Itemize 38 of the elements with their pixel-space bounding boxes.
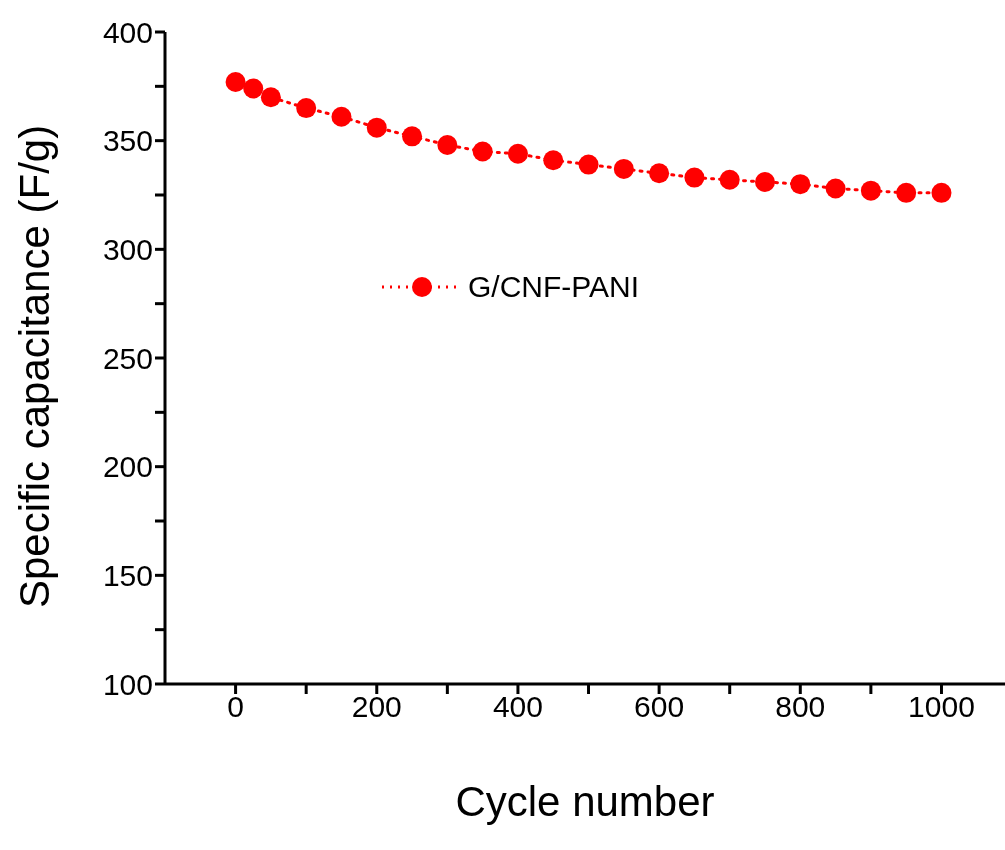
point — [437, 135, 458, 156]
y-tick-label: 200 — [102, 450, 153, 484]
point — [243, 78, 264, 99]
point — [543, 150, 564, 171]
y-tick-label: 150 — [102, 558, 153, 592]
x-tick-label: 1000 — [908, 690, 975, 724]
point — [225, 71, 246, 92]
x-tick-label: 0 — [227, 690, 244, 724]
y-tick-label: 250 — [102, 341, 153, 375]
point — [649, 163, 670, 184]
y-tick-label: 300 — [102, 232, 153, 266]
point — [719, 169, 740, 190]
point — [860, 180, 881, 201]
y-tick-label: 100 — [102, 667, 153, 701]
x-tick-label: 200 — [351, 690, 402, 724]
x-tick-label: 600 — [634, 690, 685, 724]
x-tick-label: 800 — [775, 690, 826, 724]
point — [578, 154, 599, 175]
x-axis-title: Cycle number — [455, 778, 715, 825]
point — [296, 98, 317, 119]
x-tick-label: 400 — [492, 690, 543, 724]
point — [790, 174, 811, 195]
point — [825, 178, 846, 199]
point — [331, 106, 352, 127]
y-axis-title: Specific capacitance (F/g) — [10, 124, 58, 608]
y-tick-label: 350 — [102, 124, 153, 158]
point — [931, 182, 952, 203]
legend-label: G/CNF-PANI — [468, 270, 640, 304]
point — [260, 87, 281, 108]
point — [507, 143, 528, 164]
point — [613, 158, 634, 179]
point — [402, 126, 423, 147]
point — [755, 171, 775, 192]
point — [684, 167, 705, 188]
y-tick-label: 400 — [102, 15, 153, 49]
point — [472, 141, 493, 162]
point — [896, 182, 917, 203]
point — [366, 117, 387, 138]
